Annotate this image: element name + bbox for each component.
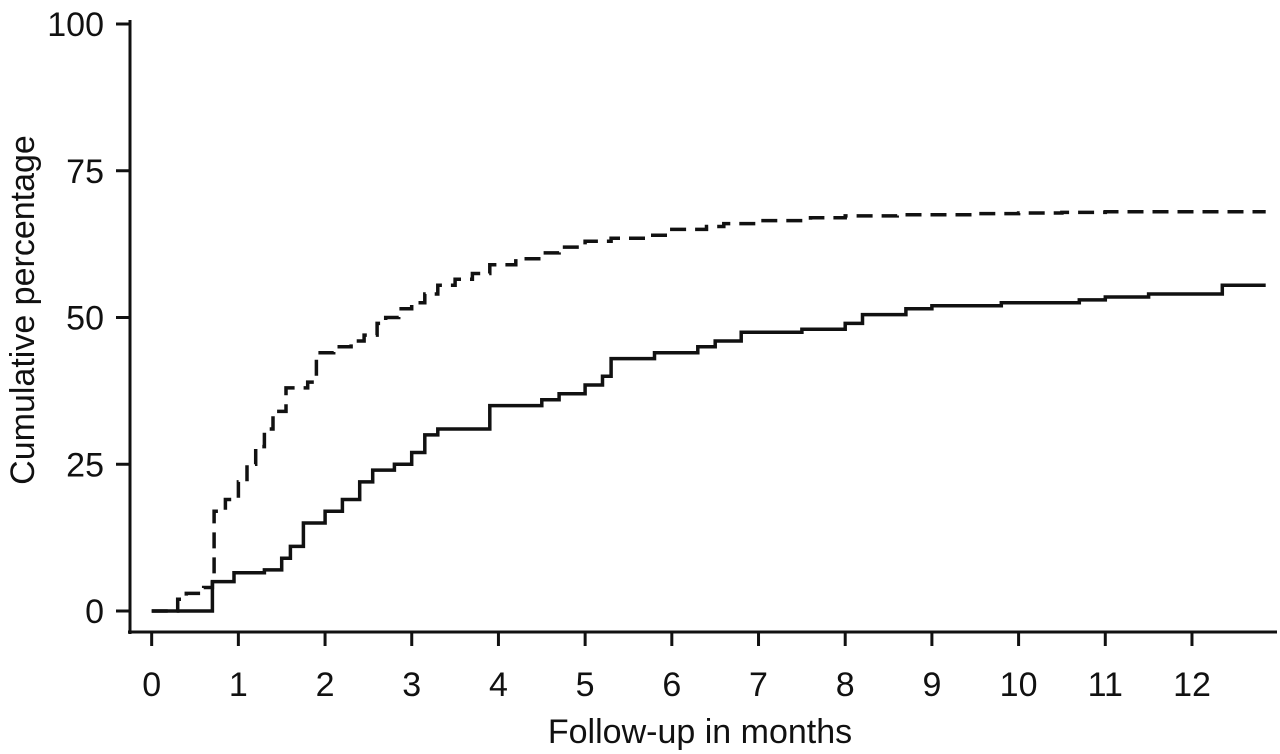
x-tick-label: 2: [316, 666, 335, 704]
y-axis-title: Cumulative percentage: [4, 135, 42, 485]
y-tick-label: 100: [47, 6, 104, 44]
y-tick-label: 50: [66, 300, 104, 338]
x-tick-label: 4: [489, 666, 508, 704]
x-tick-label: 9: [922, 666, 941, 704]
x-axis-title: Follow-up in months: [548, 713, 852, 751]
x-tick-label: 5: [576, 666, 595, 704]
x-tick-label: 10: [1000, 666, 1038, 704]
y-tick-label: 25: [66, 446, 104, 484]
y-tick-label: 0: [85, 593, 104, 631]
x-tick-label: 11: [1088, 666, 1123, 704]
y-ticks: 0 25 50 75 100: [47, 6, 130, 631]
x-tick-label: 12: [1173, 666, 1211, 704]
x-tick-label: 1: [229, 666, 248, 704]
x-tick-label: 7: [749, 666, 768, 704]
x-ticks: 0 1 2 3 4 5 6 7 8 9 10 11 12: [142, 632, 1211, 704]
x-tick-label: 8: [836, 666, 855, 704]
x-tick-label: 6: [662, 666, 681, 704]
series-group: [151, 210, 1266, 613]
x-tick-label: 3: [402, 666, 421, 704]
series-line-dashed: [151, 210, 1266, 613]
series-line-solid: [151, 283, 1266, 613]
y-tick-label: 75: [66, 153, 104, 191]
x-tick-label: 0: [142, 666, 161, 704]
axes: [128, 20, 1277, 634]
